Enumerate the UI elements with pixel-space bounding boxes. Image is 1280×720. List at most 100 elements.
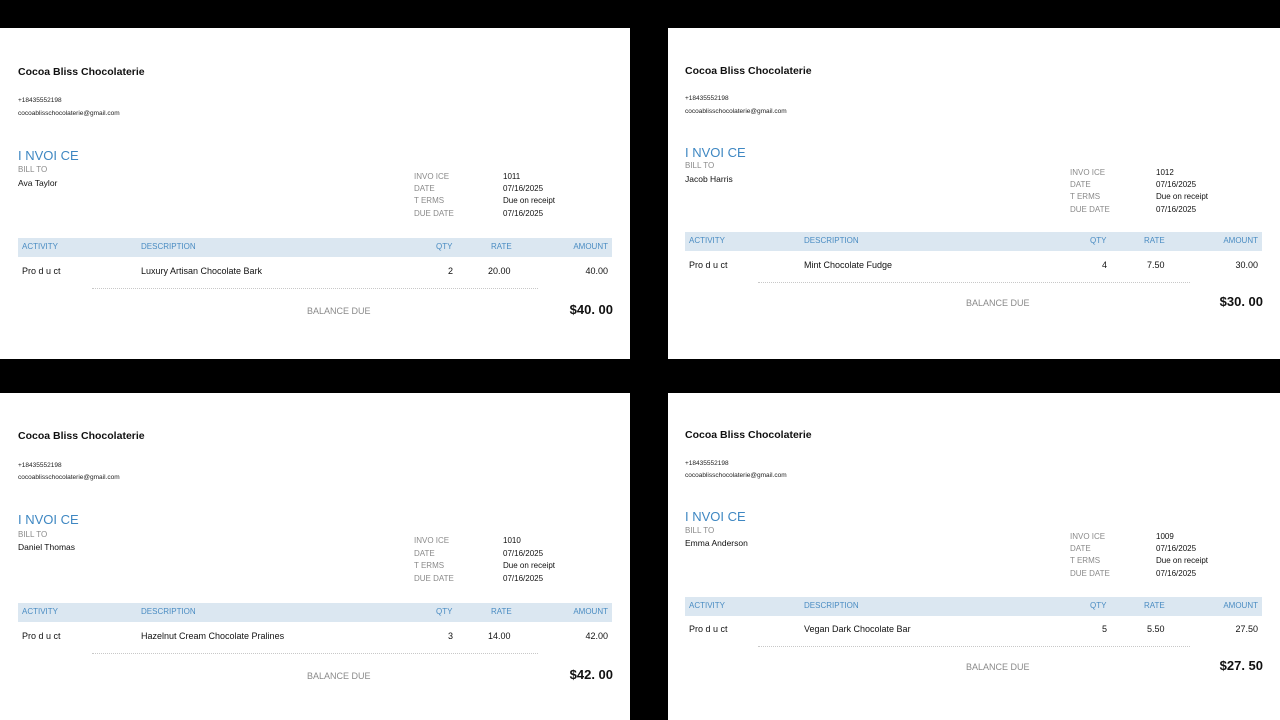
bill-to-label: BILL TO (18, 165, 48, 174)
row-amount: 30.00 (1235, 260, 1258, 270)
invoice-number-label: INVO ICE (414, 536, 450, 545)
invoice-heading: I NVOI CE (18, 512, 79, 527)
column-rate: RATE (1144, 236, 1165, 245)
company-phone: +18435552198 (685, 95, 729, 102)
column-amount: AMOUNT (1223, 601, 1258, 610)
column-qty: QTY (1090, 236, 1107, 245)
company-email: cocoablisschocolaterie@gmail.com (18, 110, 120, 117)
column-description: DESCRIPTION (141, 607, 196, 616)
invoice-number-label: INVO ICE (1070, 532, 1106, 541)
invoice-number-value: 1010 (503, 536, 521, 545)
balance-due-value: $40. 00 (569, 302, 613, 317)
date-value: 07/16/2025 (503, 184, 544, 193)
company-email: cocoablisschocolaterie@gmail.com (18, 474, 120, 481)
date-label: DATE (414, 549, 435, 558)
column-amount: AMOUNT (573, 242, 608, 251)
terms-value: Due on receipt (1156, 192, 1209, 201)
company-name: Cocoa Bliss Chocolaterie (18, 430, 145, 442)
row-amount: 42.00 (585, 631, 608, 641)
bill-to-label: BILL TO (685, 526, 715, 535)
invoice-panel: Cocoa Bliss Chocolaterie +18435552198 co… (0, 393, 630, 720)
column-qty: QTY (436, 607, 453, 616)
date-value: 07/16/2025 (1156, 180, 1197, 189)
balance-due-value: $27. 50 (1219, 658, 1263, 673)
terms-label: T ERMS (414, 561, 445, 570)
row-qty: 2 (448, 266, 454, 276)
column-amount: AMOUNT (1223, 236, 1258, 245)
terms-value: Due on receipt (1156, 556, 1209, 565)
company-phone: +18435552198 (18, 97, 62, 104)
balance-due-value: $42. 00 (569, 667, 613, 682)
due-date-label: DUE DATE (414, 574, 454, 583)
bill-to-name: Jacob Harris (685, 174, 733, 184)
invoice-number-value: 1012 (1156, 168, 1174, 177)
bill-to-label: BILL TO (685, 161, 715, 170)
date-label: DATE (1070, 180, 1091, 189)
line-items-header: ACTIVITY DESCRIPTION QTY RATE AMOUNT (18, 603, 612, 622)
balance-due-value: $30. 00 (1219, 294, 1263, 309)
column-qty: QTY (436, 242, 453, 251)
row-rate: 5.50 (1147, 624, 1165, 634)
column-activity: ACTIVITY (22, 607, 59, 616)
company-phone: +18435552198 (18, 462, 62, 469)
due-date-label: DUE DATE (1070, 205, 1110, 214)
row-activity: Pro d u ct (689, 624, 728, 634)
company-name: Cocoa Bliss Chocolaterie (685, 429, 812, 441)
row-activity: Pro d u ct (22, 266, 61, 276)
line-items-header: ACTIVITY DESCRIPTION QTY RATE AMOUNT (685, 232, 1262, 251)
column-qty: QTY (1090, 601, 1107, 610)
due-date-value: 07/16/2025 (503, 209, 544, 218)
column-rate: RATE (491, 242, 512, 251)
column-description: DESCRIPTION (804, 601, 859, 610)
invoice-heading: I NVOI CE (685, 509, 746, 524)
date-label: DATE (1070, 544, 1091, 553)
row-rate: 14.00 (488, 631, 511, 641)
column-activity: ACTIVITY (689, 601, 726, 610)
company-name: Cocoa Bliss Chocolaterie (18, 66, 145, 78)
invoice-number-label: INVO ICE (1070, 168, 1106, 177)
row-amount: 40.00 (585, 266, 608, 276)
invoice-number-label: INVO ICE (414, 172, 450, 181)
column-description: DESCRIPTION (804, 236, 859, 245)
date-label: DATE (414, 184, 435, 193)
balance-due-label: BALANCE DUE (966, 662, 1030, 672)
bill-to-name: Ava Taylor (18, 178, 58, 188)
terms-value: Due on receipt (503, 196, 556, 205)
invoice-heading: I NVOI CE (685, 145, 746, 160)
row-description: Vegan Dark Chocolate Bar (804, 624, 911, 634)
column-rate: RATE (1144, 601, 1165, 610)
due-date-value: 07/16/2025 (1156, 205, 1197, 214)
divider (92, 288, 538, 289)
invoice-heading: I NVOI CE (18, 148, 79, 163)
row-amount: 27.50 (1235, 624, 1258, 634)
company-email: cocoablisschocolaterie@gmail.com (685, 472, 787, 479)
column-rate: RATE (491, 607, 512, 616)
row-qty: 5 (1102, 624, 1108, 634)
divider (92, 653, 538, 654)
company-email: cocoablisschocolaterie@gmail.com (685, 108, 787, 115)
company-name: Cocoa Bliss Chocolaterie (685, 65, 812, 77)
due-date-value: 07/16/2025 (503, 574, 544, 583)
row-qty: 4 (1102, 260, 1108, 270)
bill-to-name: Emma Anderson (685, 538, 748, 548)
column-activity: ACTIVITY (689, 236, 726, 245)
column-activity: ACTIVITY (22, 242, 59, 251)
line-items-header: ACTIVITY DESCRIPTION QTY RATE AMOUNT (18, 238, 612, 257)
row-activity: Pro d u ct (689, 260, 728, 270)
invoice-number-value: 1011 (503, 172, 521, 181)
due-date-label: DUE DATE (414, 209, 454, 218)
company-phone: +18435552198 (685, 460, 729, 467)
row-activity: Pro d u ct (22, 631, 61, 641)
bill-to-name: Daniel Thomas (18, 542, 76, 552)
balance-due-label: BALANCE DUE (966, 298, 1030, 308)
column-description: DESCRIPTION (141, 242, 196, 251)
divider (758, 282, 1190, 283)
date-value: 07/16/2025 (503, 549, 544, 558)
invoice-panel: Cocoa Bliss Chocolaterie +18435552198 co… (0, 28, 630, 359)
row-rate: 20.00 (488, 266, 511, 276)
bill-to-label: BILL TO (18, 530, 48, 539)
terms-value: Due on receipt (503, 561, 556, 570)
due-date-value: 07/16/2025 (1156, 569, 1197, 578)
row-description: Luxury Artisan Chocolate Bark (141, 266, 263, 276)
terms-label: T ERMS (414, 196, 445, 205)
